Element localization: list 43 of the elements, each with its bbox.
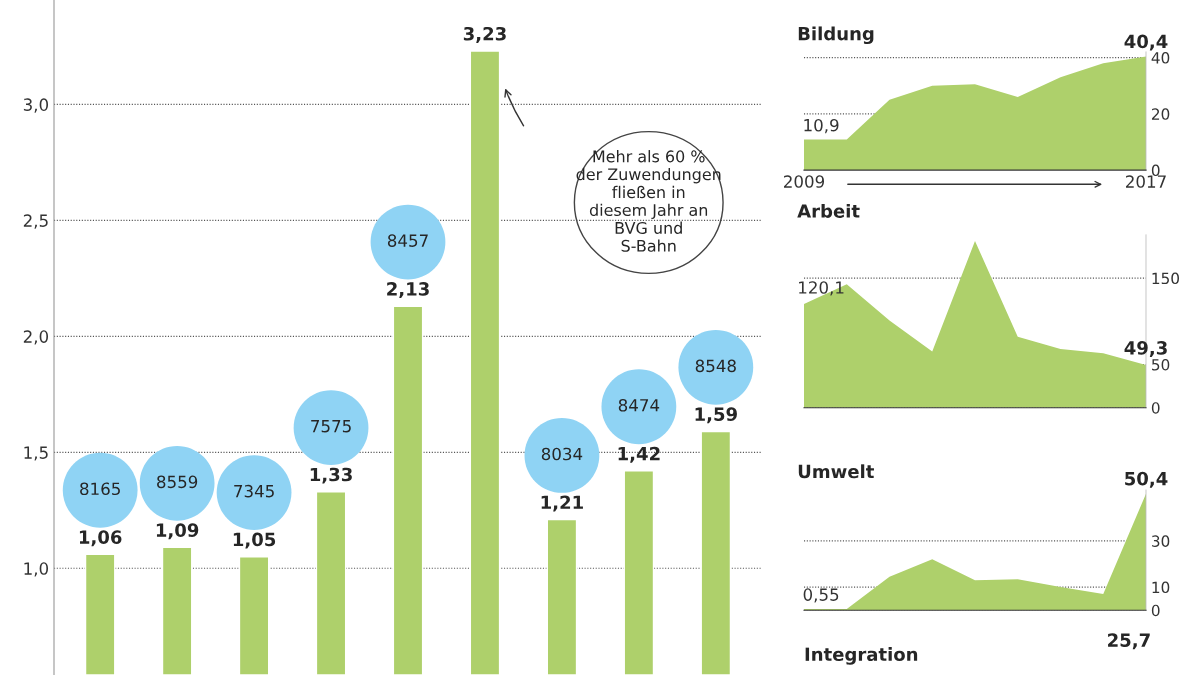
y-tick-label: 2,5 [23, 214, 48, 229]
y-tick-label: 1,0 [24, 562, 49, 577]
text: Integration [805, 647, 918, 665]
chart-title: Umwelt [798, 464, 874, 479]
data-label: 3,23 [463, 26, 506, 43]
y-tick-label: 40 [1151, 52, 1170, 64]
y-tick-label: 50 [1152, 358, 1170, 371]
annotation: 7345 [234, 484, 274, 498]
y-tick-label: 0 [1151, 402, 1160, 414]
y-tick-label: 0 [1151, 604, 1160, 617]
chart-title: Arbeit [797, 203, 860, 218]
annotation: 8457 [387, 234, 428, 247]
y-tick-label: 30 [1152, 535, 1170, 547]
annotation: 8548 [695, 359, 736, 373]
data-label: 1,21 [541, 495, 583, 512]
x-tick-label: 2017 [1126, 175, 1166, 188]
data-label: 1,59 [695, 407, 737, 424]
data-label: 40,4 [1124, 34, 1168, 51]
y-tick-label: 1,5 [24, 446, 48, 461]
data-label: 120,1 [799, 281, 844, 296]
data-label: 50,4 [1125, 471, 1168, 488]
annotation: 8165 [80, 482, 120, 496]
annotation: 8559 [157, 475, 198, 489]
data-label: 1,42 [618, 446, 660, 463]
annotation: 7575 [311, 420, 351, 433]
data-label: 1,05 [233, 532, 276, 549]
annotation: 8474 [618, 398, 660, 412]
data-label: 1,33 [310, 467, 352, 484]
data-label: 49,3 [1124, 341, 1167, 357]
chart-title: Bildung [798, 26, 874, 45]
data-label: 10,9 [804, 118, 839, 134]
y-tick-label: 150 [1152, 272, 1180, 285]
y-tick-label: 2,0 [23, 330, 49, 345]
data-label: 1,09 [156, 523, 199, 540]
y-tick-label: 10 [1152, 581, 1170, 594]
annotation: 8034 [541, 447, 583, 461]
y-tick-label: 20 [1151, 108, 1170, 120]
data-label: 2,13 [387, 282, 429, 299]
y-tick-label: 3,0 [23, 98, 49, 113]
data-label: 0,55 [803, 588, 839, 603]
data-label: 1,06 [79, 530, 122, 547]
text: 25,7 [1108, 633, 1150, 650]
x-tick-label: 2009 [784, 175, 825, 188]
